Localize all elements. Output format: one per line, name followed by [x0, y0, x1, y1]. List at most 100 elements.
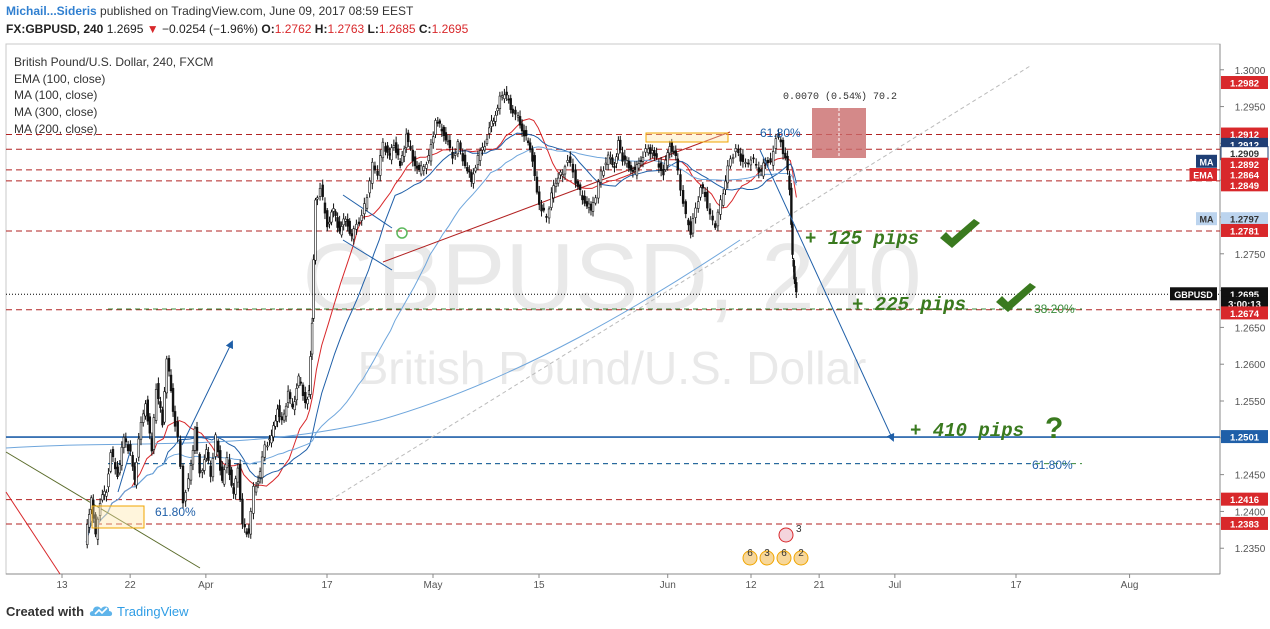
candle-bull: [316, 197, 319, 200]
price-badge: [1221, 178, 1268, 192]
candle-bull: [604, 162, 608, 166]
channel-line[interactable]: [342, 239, 393, 271]
candle-bull: [617, 140, 620, 155]
candle-bear: [569, 156, 572, 164]
highlight-box[interactable]: [91, 505, 145, 529]
candle-bull: [429, 144, 433, 162]
highlight-box[interactable]: [645, 132, 729, 143]
legend-item-ma100[interactable]: MA (100, close): [14, 88, 97, 102]
check-icon: [996, 283, 1036, 312]
projection-arrow[interactable]: [117, 451, 131, 493]
candle-bull: [647, 148, 650, 154]
candle-bear: [468, 170, 471, 173]
legend-item-ema100[interactable]: EMA (100, close): [14, 72, 105, 86]
event-icon[interactable]: [776, 550, 792, 566]
check-icon: [940, 219, 980, 248]
event-icon[interactable]: [742, 550, 758, 566]
candle-bear: [124, 438, 128, 443]
price-badge-label: 1.2892: [1230, 160, 1259, 171]
channel-line[interactable]: [342, 194, 393, 229]
candle-bull: [344, 218, 347, 222]
candle-bull: [625, 160, 629, 165]
candle-bear: [583, 195, 586, 204]
trendline-down[interactable]: [5, 451, 201, 569]
legend-item-ma200[interactable]: MA (200, close): [14, 122, 97, 136]
candle-bear: [747, 162, 750, 165]
candle-bull: [276, 408, 279, 422]
candle-bull: [481, 147, 484, 151]
candle-bull: [88, 514, 91, 528]
candle-bull: [256, 481, 260, 485]
candle-bull: [594, 197, 597, 204]
candle-bull: [664, 159, 667, 170]
candle-bear: [623, 155, 627, 160]
candle-bull: [318, 187, 322, 197]
candle-bull: [503, 94, 506, 100]
legend-item-ma300[interactable]: MA (300, close): [14, 105, 97, 119]
candle-bull: [214, 434, 217, 457]
candle-bear: [752, 157, 755, 160]
candle-bull: [550, 192, 553, 208]
candle-bull: [635, 164, 639, 176]
event-icon[interactable]: [793, 550, 809, 566]
candle-bull: [187, 478, 190, 489]
event-icon[interactable]: [759, 550, 775, 566]
candle-bear: [463, 154, 467, 167]
candle-bull: [500, 95, 504, 98]
candle-bull: [342, 218, 345, 226]
trendline-red[interactable]: [5, 491, 61, 575]
candle-bull: [193, 427, 197, 451]
candle-bear: [219, 450, 222, 471]
candle-bear: [791, 224, 794, 255]
tradingview-brand[interactable]: TradingView: [117, 604, 189, 619]
candle-bear: [438, 120, 442, 124]
candle-bear: [388, 153, 391, 156]
candle-bull: [355, 223, 358, 230]
candle-bear: [181, 465, 185, 504]
candle-bull: [729, 158, 732, 167]
candle-bear: [576, 181, 580, 187]
candle-bull: [615, 156, 618, 164]
price-chart[interactable]: GBPUSD, 240 British Pound/U.S. Dollar Br…: [0, 0, 1270, 594]
candle-bear: [415, 165, 419, 169]
price-badge-label: 1.2912: [1230, 130, 1259, 141]
candle-bear: [417, 164, 421, 170]
candle-bear: [173, 411, 177, 427]
candle-bull: [268, 438, 271, 441]
candle-bull: [86, 524, 89, 545]
price-tick-label: 1.2400: [1235, 507, 1266, 518]
candle-bull: [496, 107, 499, 112]
candle-bear: [470, 172, 473, 182]
candle-bull: [556, 177, 560, 184]
candle-bull: [446, 139, 450, 142]
indicator-tag-label: MA: [1200, 157, 1214, 167]
candle-bull: [330, 211, 333, 223]
tradingview-logo-icon[interactable]: [88, 602, 114, 620]
author-link[interactable]: Michail...Sideris: [6, 4, 97, 18]
open-value: 1.2762: [274, 22, 312, 36]
candle-bear: [126, 444, 130, 452]
target-arrow[interactable]: [759, 149, 895, 442]
candle-bull: [139, 422, 143, 440]
projection-arrow[interactable]: [181, 340, 233, 446]
flag-icon[interactable]: [778, 527, 794, 543]
candle-bull: [309, 356, 312, 395]
candle-bull: [360, 215, 363, 221]
candle-bear: [167, 358, 171, 372]
candle-bull: [726, 165, 729, 184]
candle-bull: [122, 437, 126, 448]
fib-diagonal-line[interactable]: [329, 65, 1031, 501]
candle-bear: [444, 132, 448, 141]
candle-bull: [490, 120, 493, 127]
candle-bull: [722, 193, 725, 206]
indicator-tag: [1196, 212, 1217, 226]
candle-bull: [252, 486, 255, 514]
candle-bull: [107, 473, 110, 488]
candle-bear: [526, 140, 530, 143]
candle-bear: [639, 160, 643, 162]
candle-bear: [684, 201, 687, 215]
candle-bear: [357, 221, 361, 225]
candle-bear: [533, 155, 536, 177]
candle-bear: [94, 514, 97, 535]
candle-bear: [247, 528, 250, 534]
